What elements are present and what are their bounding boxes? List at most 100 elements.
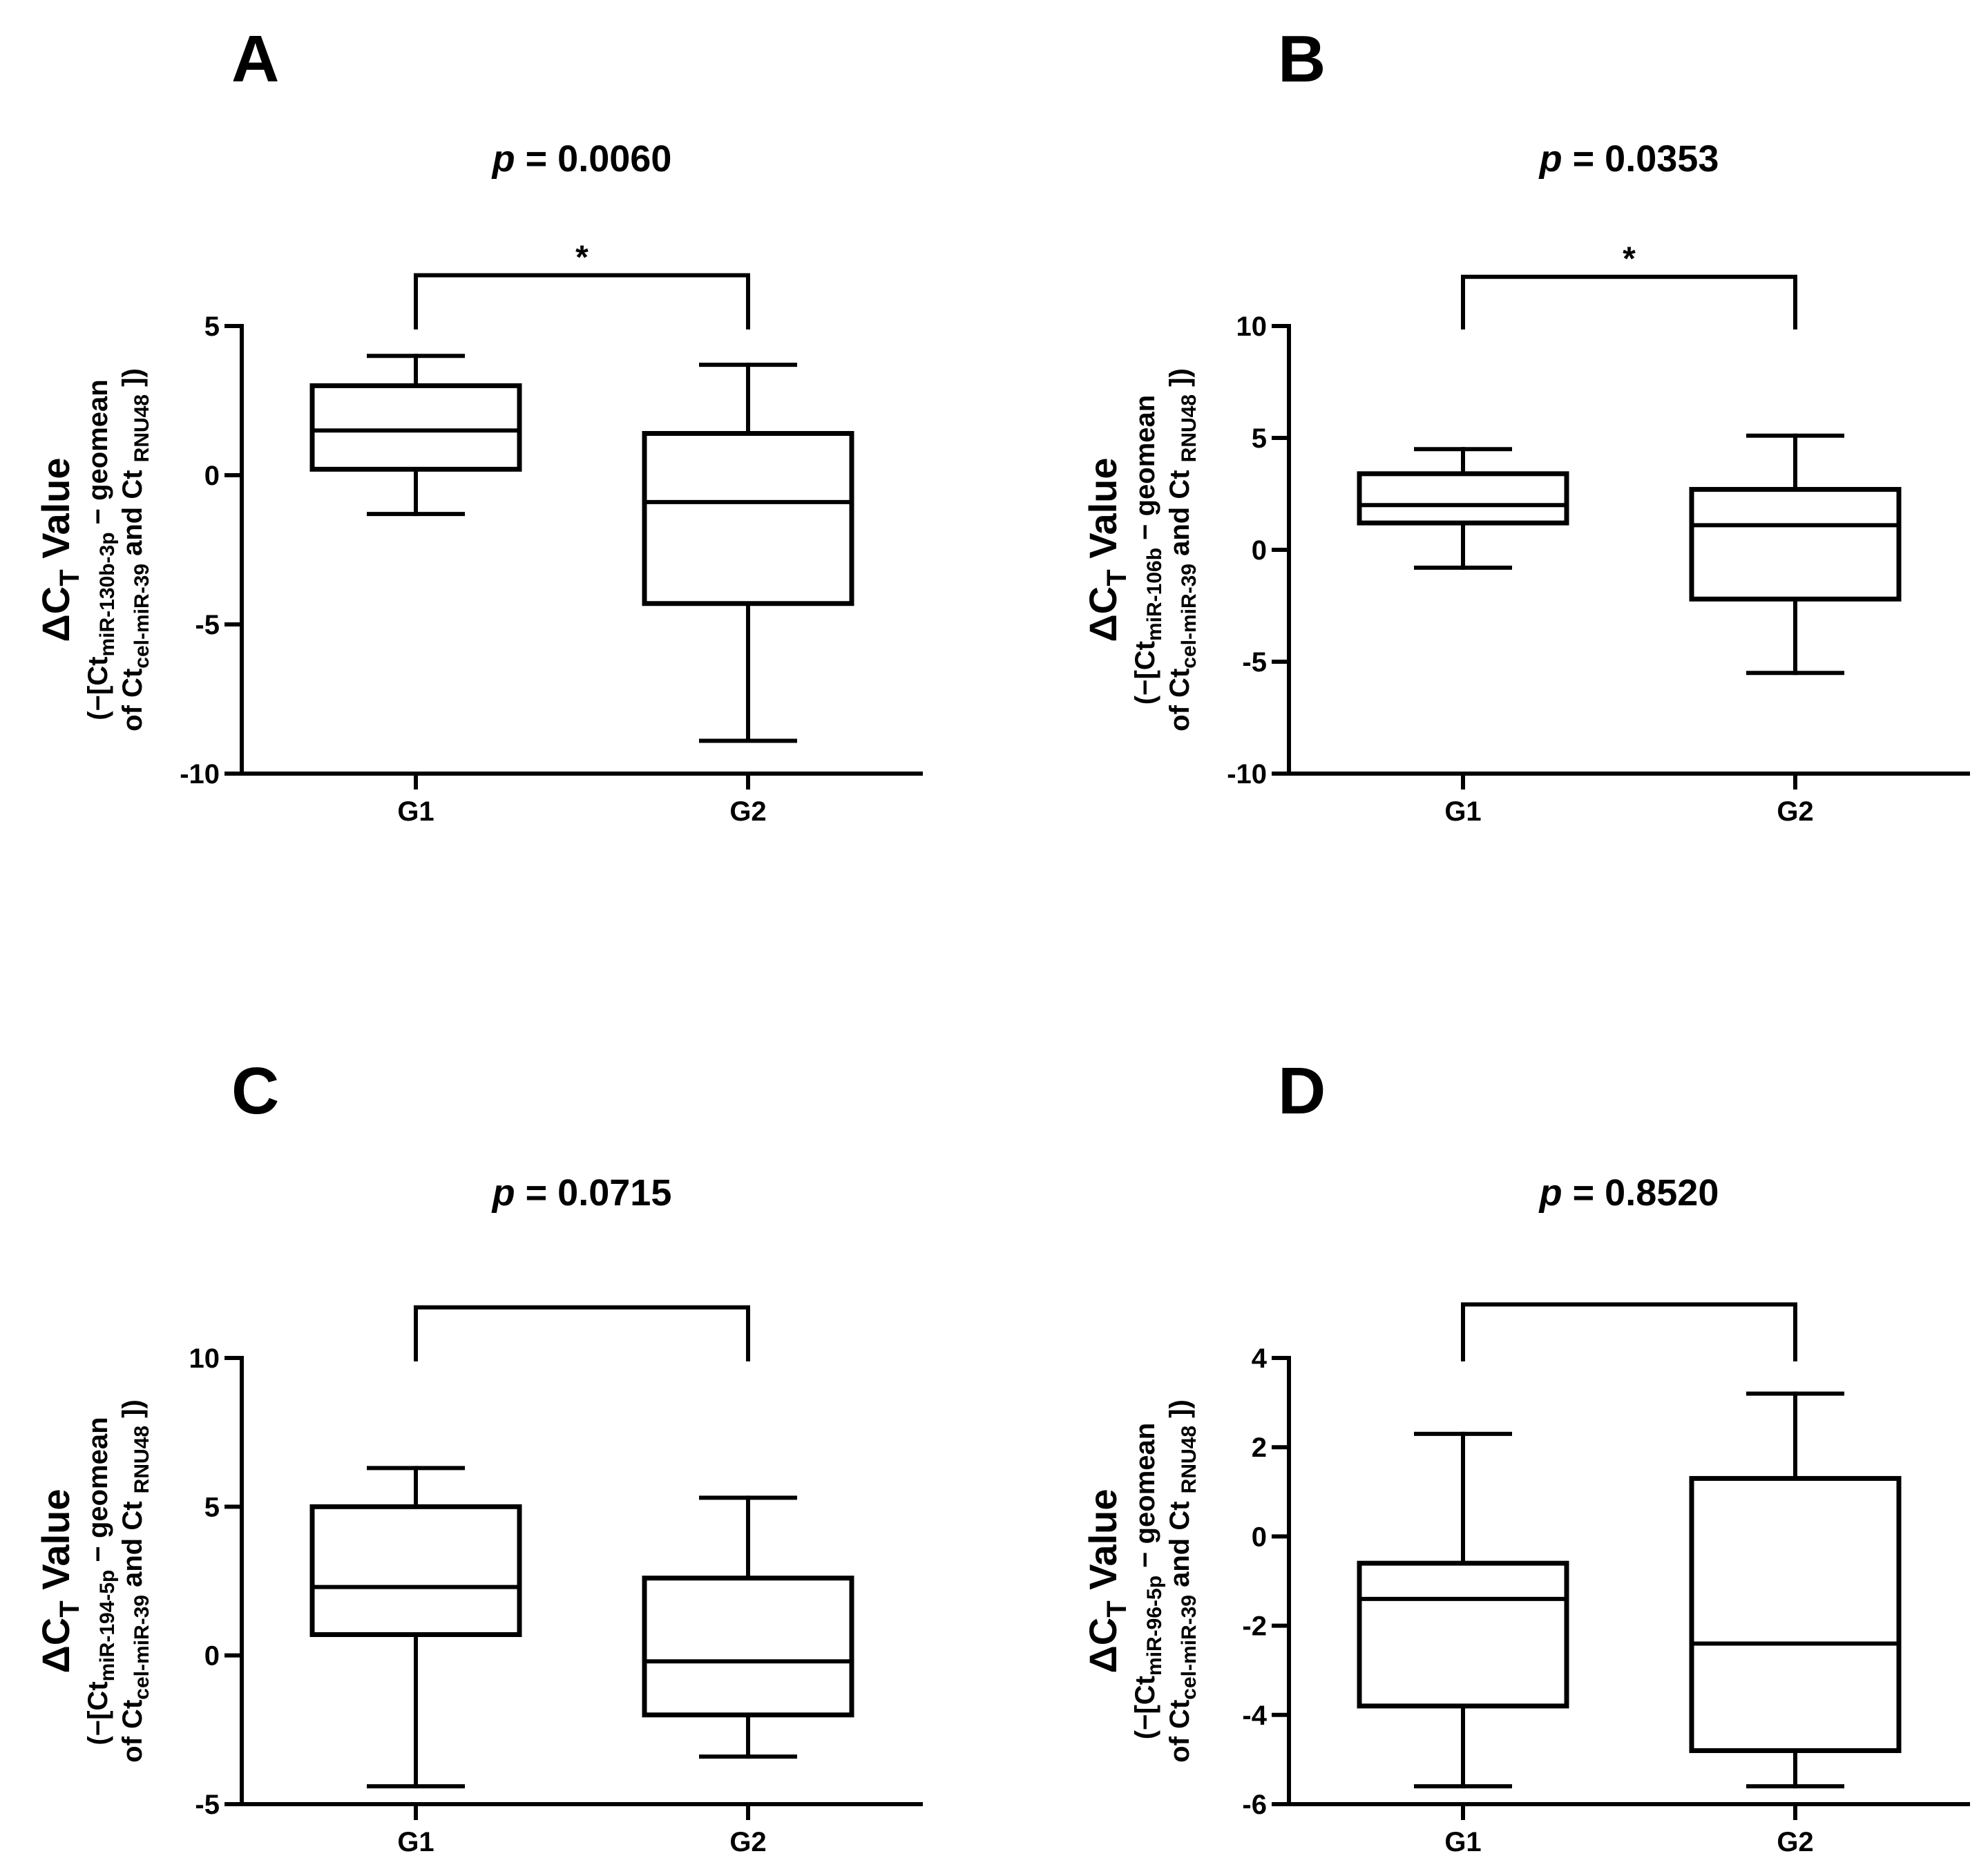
y-label-main-sub: T: [1102, 569, 1132, 586]
panel-letter: B: [1278, 22, 1326, 96]
box-iqr: [642, 1576, 854, 1718]
x-tick-label: G2: [729, 796, 766, 827]
x-tick-label: G2: [1777, 796, 1813, 827]
y-label-line2-sub: cel-miR-39: [1178, 1595, 1201, 1700]
panel-title-value: = 0.0353: [1562, 138, 1719, 180]
significance-star: *: [1623, 241, 1636, 278]
y-label-line2-c: ]): [1165, 1399, 1195, 1426]
panel-letter: A: [231, 22, 279, 96]
y-label-line2-b: and Ct: [1165, 462, 1195, 564]
box-iqr: [309, 1504, 522, 1638]
box-g2: [1689, 1391, 1902, 1789]
y-label-line1-a: (−[Ct: [83, 1681, 113, 1745]
x-tick-label: G1: [397, 796, 434, 827]
y-label-line1-b: − geomean: [1130, 1423, 1160, 1576]
panel-title-p: p: [491, 1172, 515, 1214]
y-tick-label: -4: [1242, 1701, 1267, 1731]
box-iqr: [1357, 1560, 1569, 1709]
y-label-line1-sub: miR-106b: [1143, 548, 1166, 641]
y-tick-label: 0: [204, 1641, 220, 1672]
y-tick-label: -5: [195, 610, 220, 640]
box-g1: [309, 1466, 522, 1789]
box-g1: [1357, 1431, 1569, 1789]
panel-letter: D: [1278, 1054, 1326, 1128]
y-tick-label: -5: [195, 1790, 220, 1820]
y-tick-label: 0: [204, 461, 220, 491]
y-label-line1-sub: miR-96-5p: [1143, 1576, 1166, 1676]
y-label-line2-c: ]): [1165, 368, 1195, 394]
y-tick-label: -10: [1227, 759, 1267, 789]
box-g2: [1689, 433, 1902, 676]
panel-title-p: p: [1538, 138, 1562, 180]
y-label-line2: of Ctcel-miR-39 and Ct RNU48 ]): [117, 368, 153, 731]
y-label-main-text: ΔC: [34, 1618, 77, 1674]
y-label-line1: (−[CtmiR-96-5p − geomean: [1130, 1423, 1166, 1739]
y-label-line1-b: − geomean: [1130, 395, 1160, 548]
x-tick-label: G1: [1444, 796, 1481, 827]
y-tick-label: 10: [189, 1343, 220, 1374]
significance-bracket: [1461, 1302, 1797, 1361]
y-tick-label: 2: [1252, 1433, 1267, 1463]
y-tick-label: -5: [1242, 647, 1267, 678]
y-tick-label: -6: [1242, 1790, 1267, 1820]
y-label-line2-sub2: RNU48: [131, 394, 153, 462]
significance-star: *: [575, 240, 589, 276]
y-label-line2: of Ctcel-miR-39 and Ct RNU48 ]): [1165, 1399, 1201, 1763]
y-label-line2-sub2: RNU48: [1178, 394, 1201, 462]
y-label-main-text: ΔC: [34, 586, 77, 642]
box-g1: [1357, 447, 1569, 570]
box-iqr: [1357, 471, 1569, 526]
x-tick-label: G1: [397, 1827, 434, 1857]
box-iqr: [309, 383, 522, 472]
y-label-line1: (−[CtmiR-130b-3p − geomean: [83, 379, 119, 720]
y-tick-label: 5: [204, 1492, 220, 1522]
x-tick-label: G2: [1777, 1827, 1813, 1857]
y-label-line1-sub: miR-194-5p: [96, 1570, 119, 1682]
panel-title-p: p: [491, 138, 515, 180]
significance-bracket: [414, 1305, 750, 1361]
y-tick-label: -10: [180, 759, 220, 789]
panel-title-value: = 0.8520: [1562, 1172, 1719, 1214]
y-label-main: ΔCT Value: [1081, 1489, 1132, 1673]
panel-title: p = 0.0715: [491, 1172, 672, 1214]
box-iqr: [1689, 1475, 1902, 1753]
y-tick-label: 4: [1252, 1343, 1268, 1374]
y-label-line1-a: (−[Ct: [83, 657, 113, 720]
y-label-line2: of Ctcel-miR-39 and Ct RNU48 ]): [1165, 368, 1201, 731]
panel-title-value: = 0.0715: [515, 1172, 672, 1214]
y-label-main-text: ΔC: [1081, 1618, 1125, 1674]
y-label-line1-sub: miR-130b-3p: [96, 532, 119, 656]
y-label-main-rest: Value: [34, 457, 77, 569]
y-label-line2-sub: cel-miR-39: [131, 564, 153, 669]
panel-title: p = 0.0353: [1538, 138, 1719, 180]
y-label-main-text: ΔC: [1081, 586, 1125, 642]
y-label-line1-a: (−[Ct: [1130, 641, 1160, 705]
y-label-main-rest: Value: [34, 1489, 77, 1600]
box-g2: [642, 1495, 854, 1759]
y-label-line2-c: ]): [117, 368, 148, 394]
x-tick-label: G2: [729, 1827, 766, 1857]
y-label-line2-b: and Ct: [117, 1493, 148, 1595]
y-tick-label: -2: [1242, 1611, 1267, 1642]
y-label-line1-a: (−[Ct: [1130, 1676, 1160, 1739]
y-label-line1-b: − geomean: [83, 379, 113, 532]
y-label-main-rest: Value: [1081, 1489, 1125, 1600]
y-label-line2-sub: cel-miR-39: [131, 1595, 153, 1700]
box-g1: [309, 354, 522, 517]
y-label-main-sub: T: [55, 569, 85, 586]
box-iqr: [642, 431, 854, 606]
y-label-line2-a: of Ct: [1165, 669, 1195, 731]
y-label-main-rest: Value: [1081, 457, 1125, 569]
y-label-main-sub: T: [55, 1600, 85, 1617]
y-label-main-sub: T: [1102, 1600, 1132, 1617]
panel-title-value: = 0.0060: [515, 138, 672, 180]
y-label-line2-a: of Ct: [117, 1700, 148, 1763]
box-iqr: [1689, 487, 1902, 602]
